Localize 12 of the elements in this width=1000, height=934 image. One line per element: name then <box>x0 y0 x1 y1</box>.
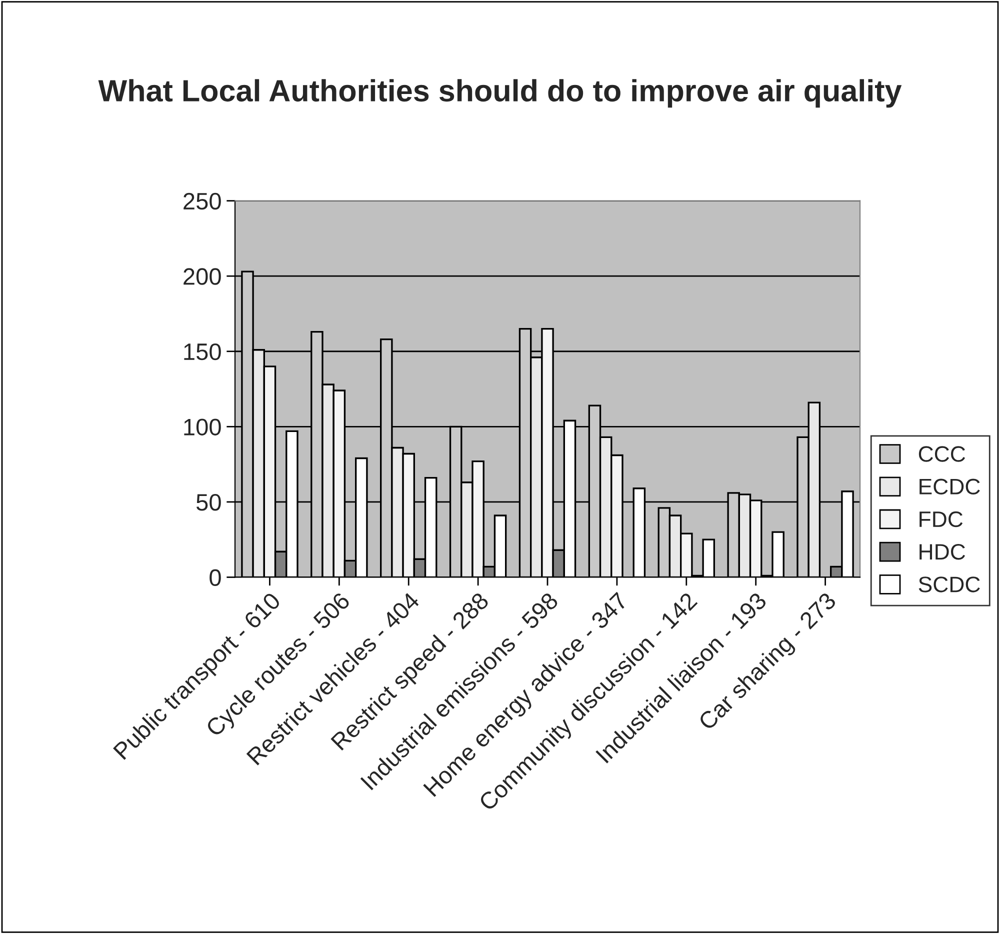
y-tick-label: 250 <box>184 192 221 210</box>
legend-label: CCC <box>918 446 966 462</box>
legend-label: FDC <box>920 511 963 528</box>
chart-title: What Local Authorities should do to improve air quality <box>98 79 902 108</box>
y-tick-label: 0 <box>210 569 221 586</box>
legend-label: ECDC <box>920 478 980 494</box>
legend-label: SCDC <box>918 576 980 592</box>
y-tick-label: 200 <box>184 268 221 285</box>
legend-label: HDC <box>920 544 966 560</box>
y-tick-label: 150 <box>184 343 221 360</box>
y-tick-label: 100 <box>184 418 221 436</box>
y-tick-label: 50 <box>196 494 221 511</box>
